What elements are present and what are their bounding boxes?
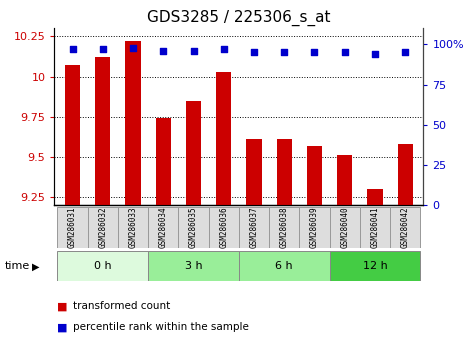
Point: [69, 46, 76, 52]
Bar: [209, 207, 239, 248]
Bar: [216, 72, 231, 205]
Text: 6 h: 6 h: [275, 261, 293, 272]
Bar: [118, 207, 148, 248]
Title: GDS3285 / 225306_s_at: GDS3285 / 225306_s_at: [147, 9, 331, 25]
Bar: [186, 101, 201, 205]
Bar: [269, 207, 299, 248]
Bar: [57, 207, 88, 248]
Bar: [299, 207, 330, 248]
Text: GSM286032: GSM286032: [98, 207, 107, 248]
Point: [250, 50, 258, 55]
Text: GSM286034: GSM286034: [159, 207, 168, 248]
Bar: [368, 189, 383, 205]
Text: GSM286031: GSM286031: [68, 207, 77, 248]
Point: [280, 50, 288, 55]
Text: GSM286038: GSM286038: [280, 207, 289, 248]
Point: [402, 50, 409, 55]
Point: [341, 50, 349, 55]
Point: [190, 48, 197, 54]
Bar: [125, 41, 140, 205]
Text: ■: ■: [57, 301, 67, 311]
Bar: [337, 155, 352, 205]
Text: GSM286033: GSM286033: [129, 207, 138, 248]
Text: transformed count: transformed count: [73, 301, 171, 311]
Bar: [57, 251, 148, 281]
Text: 3 h: 3 h: [184, 261, 202, 272]
Text: time: time: [5, 261, 30, 272]
Point: [129, 45, 137, 51]
Text: ■: ■: [57, 322, 67, 332]
Text: GSM286035: GSM286035: [189, 207, 198, 248]
Text: GSM286042: GSM286042: [401, 207, 410, 248]
Text: percentile rank within the sample: percentile rank within the sample: [73, 322, 249, 332]
Bar: [95, 57, 110, 205]
Text: GSM286037: GSM286037: [249, 207, 258, 248]
Text: 0 h: 0 h: [94, 261, 112, 272]
Bar: [330, 251, 420, 281]
Bar: [398, 144, 413, 205]
Text: ▶: ▶: [32, 261, 40, 272]
Point: [99, 46, 106, 52]
Bar: [178, 207, 209, 248]
Bar: [239, 207, 269, 248]
Bar: [156, 119, 171, 205]
Bar: [307, 146, 322, 205]
Point: [159, 48, 167, 54]
Point: [220, 46, 228, 52]
Bar: [360, 207, 390, 248]
Bar: [65, 65, 80, 205]
Point: [371, 51, 379, 57]
Bar: [277, 139, 292, 205]
Bar: [88, 207, 118, 248]
Bar: [330, 207, 360, 248]
Text: GSM286040: GSM286040: [340, 207, 349, 248]
Bar: [148, 207, 178, 248]
Bar: [246, 139, 262, 205]
Bar: [148, 251, 239, 281]
Text: GSM286039: GSM286039: [310, 207, 319, 248]
Text: GSM286041: GSM286041: [370, 207, 379, 248]
Text: 12 h: 12 h: [363, 261, 387, 272]
Point: [311, 50, 318, 55]
Bar: [239, 251, 330, 281]
Bar: [390, 207, 420, 248]
Text: GSM286036: GSM286036: [219, 207, 228, 248]
